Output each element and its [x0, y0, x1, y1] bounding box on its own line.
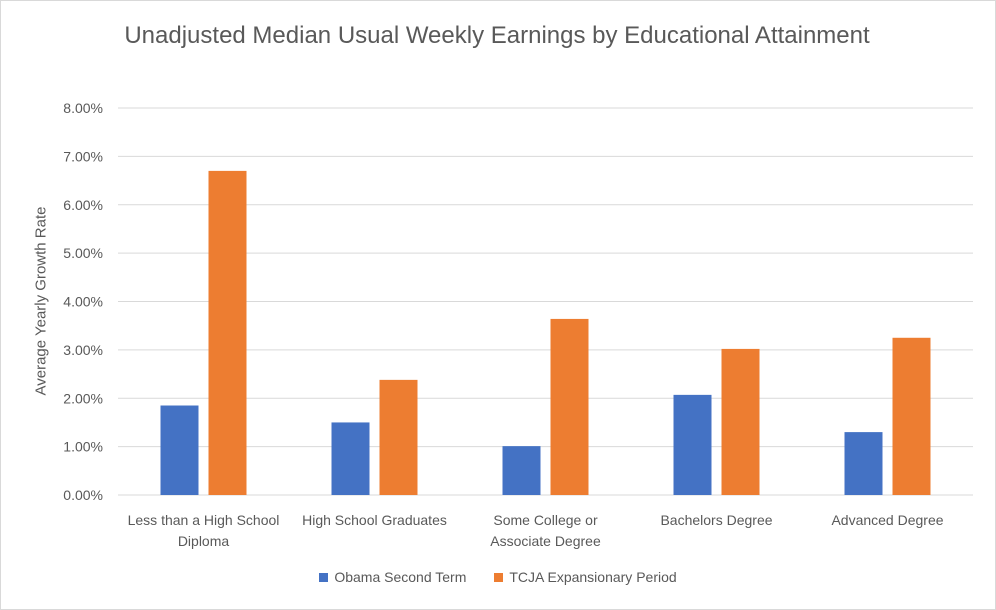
y-tick-label: 4.00%: [63, 294, 103, 310]
legend-label-obama: Obama Second Term: [334, 569, 467, 585]
bar-tcja: [208, 170, 247, 495]
bar-obama: [160, 405, 199, 495]
bar-obama: [844, 432, 883, 495]
y-tick-label: 8.00%: [63, 100, 103, 116]
x-tick-label: Associate Degree: [490, 533, 601, 549]
x-tick-label: Bachelors Degree: [660, 512, 772, 528]
bar-tcja: [892, 337, 931, 495]
chart-title: Unadjusted Median Usual Weekly Earnings …: [124, 22, 870, 49]
y-tick-label: 3.00%: [63, 342, 103, 358]
legend-swatch-tcja: [494, 572, 504, 582]
x-tick-label: Advanced Degree: [831, 512, 943, 528]
y-tick-label: 1.00%: [63, 439, 103, 455]
y-tick-label: 5.00%: [63, 245, 103, 261]
x-tick-label: High School Graduates: [302, 512, 447, 528]
legend-label-tcja: TCJA Expansionary Period: [509, 569, 677, 585]
y-tick-label: 0.00%: [63, 487, 103, 503]
legend: Obama Second Term TCJA Expansionary Peri…: [0, 569, 996, 585]
legend-item-tcja: TCJA Expansionary Period: [494, 569, 677, 585]
bar-obama: [502, 446, 541, 495]
x-tick-label: Less than a High School: [128, 512, 280, 528]
legend-item-obama: Obama Second Term: [319, 569, 466, 585]
bar-obama: [673, 394, 712, 495]
y-tick-label: 7.00%: [63, 148, 103, 164]
x-tick-label: Diploma: [178, 533, 230, 549]
y-tick-label: 6.00%: [63, 197, 103, 213]
bar-obama: [331, 422, 370, 495]
bar-tcja: [550, 318, 589, 495]
y-tick-label: 2.00%: [63, 390, 103, 406]
x-tick-label: Some College or: [493, 512, 598, 528]
bar-tcja: [379, 379, 418, 495]
bar-tcja: [721, 348, 760, 495]
legend-swatch-obama: [319, 572, 329, 582]
